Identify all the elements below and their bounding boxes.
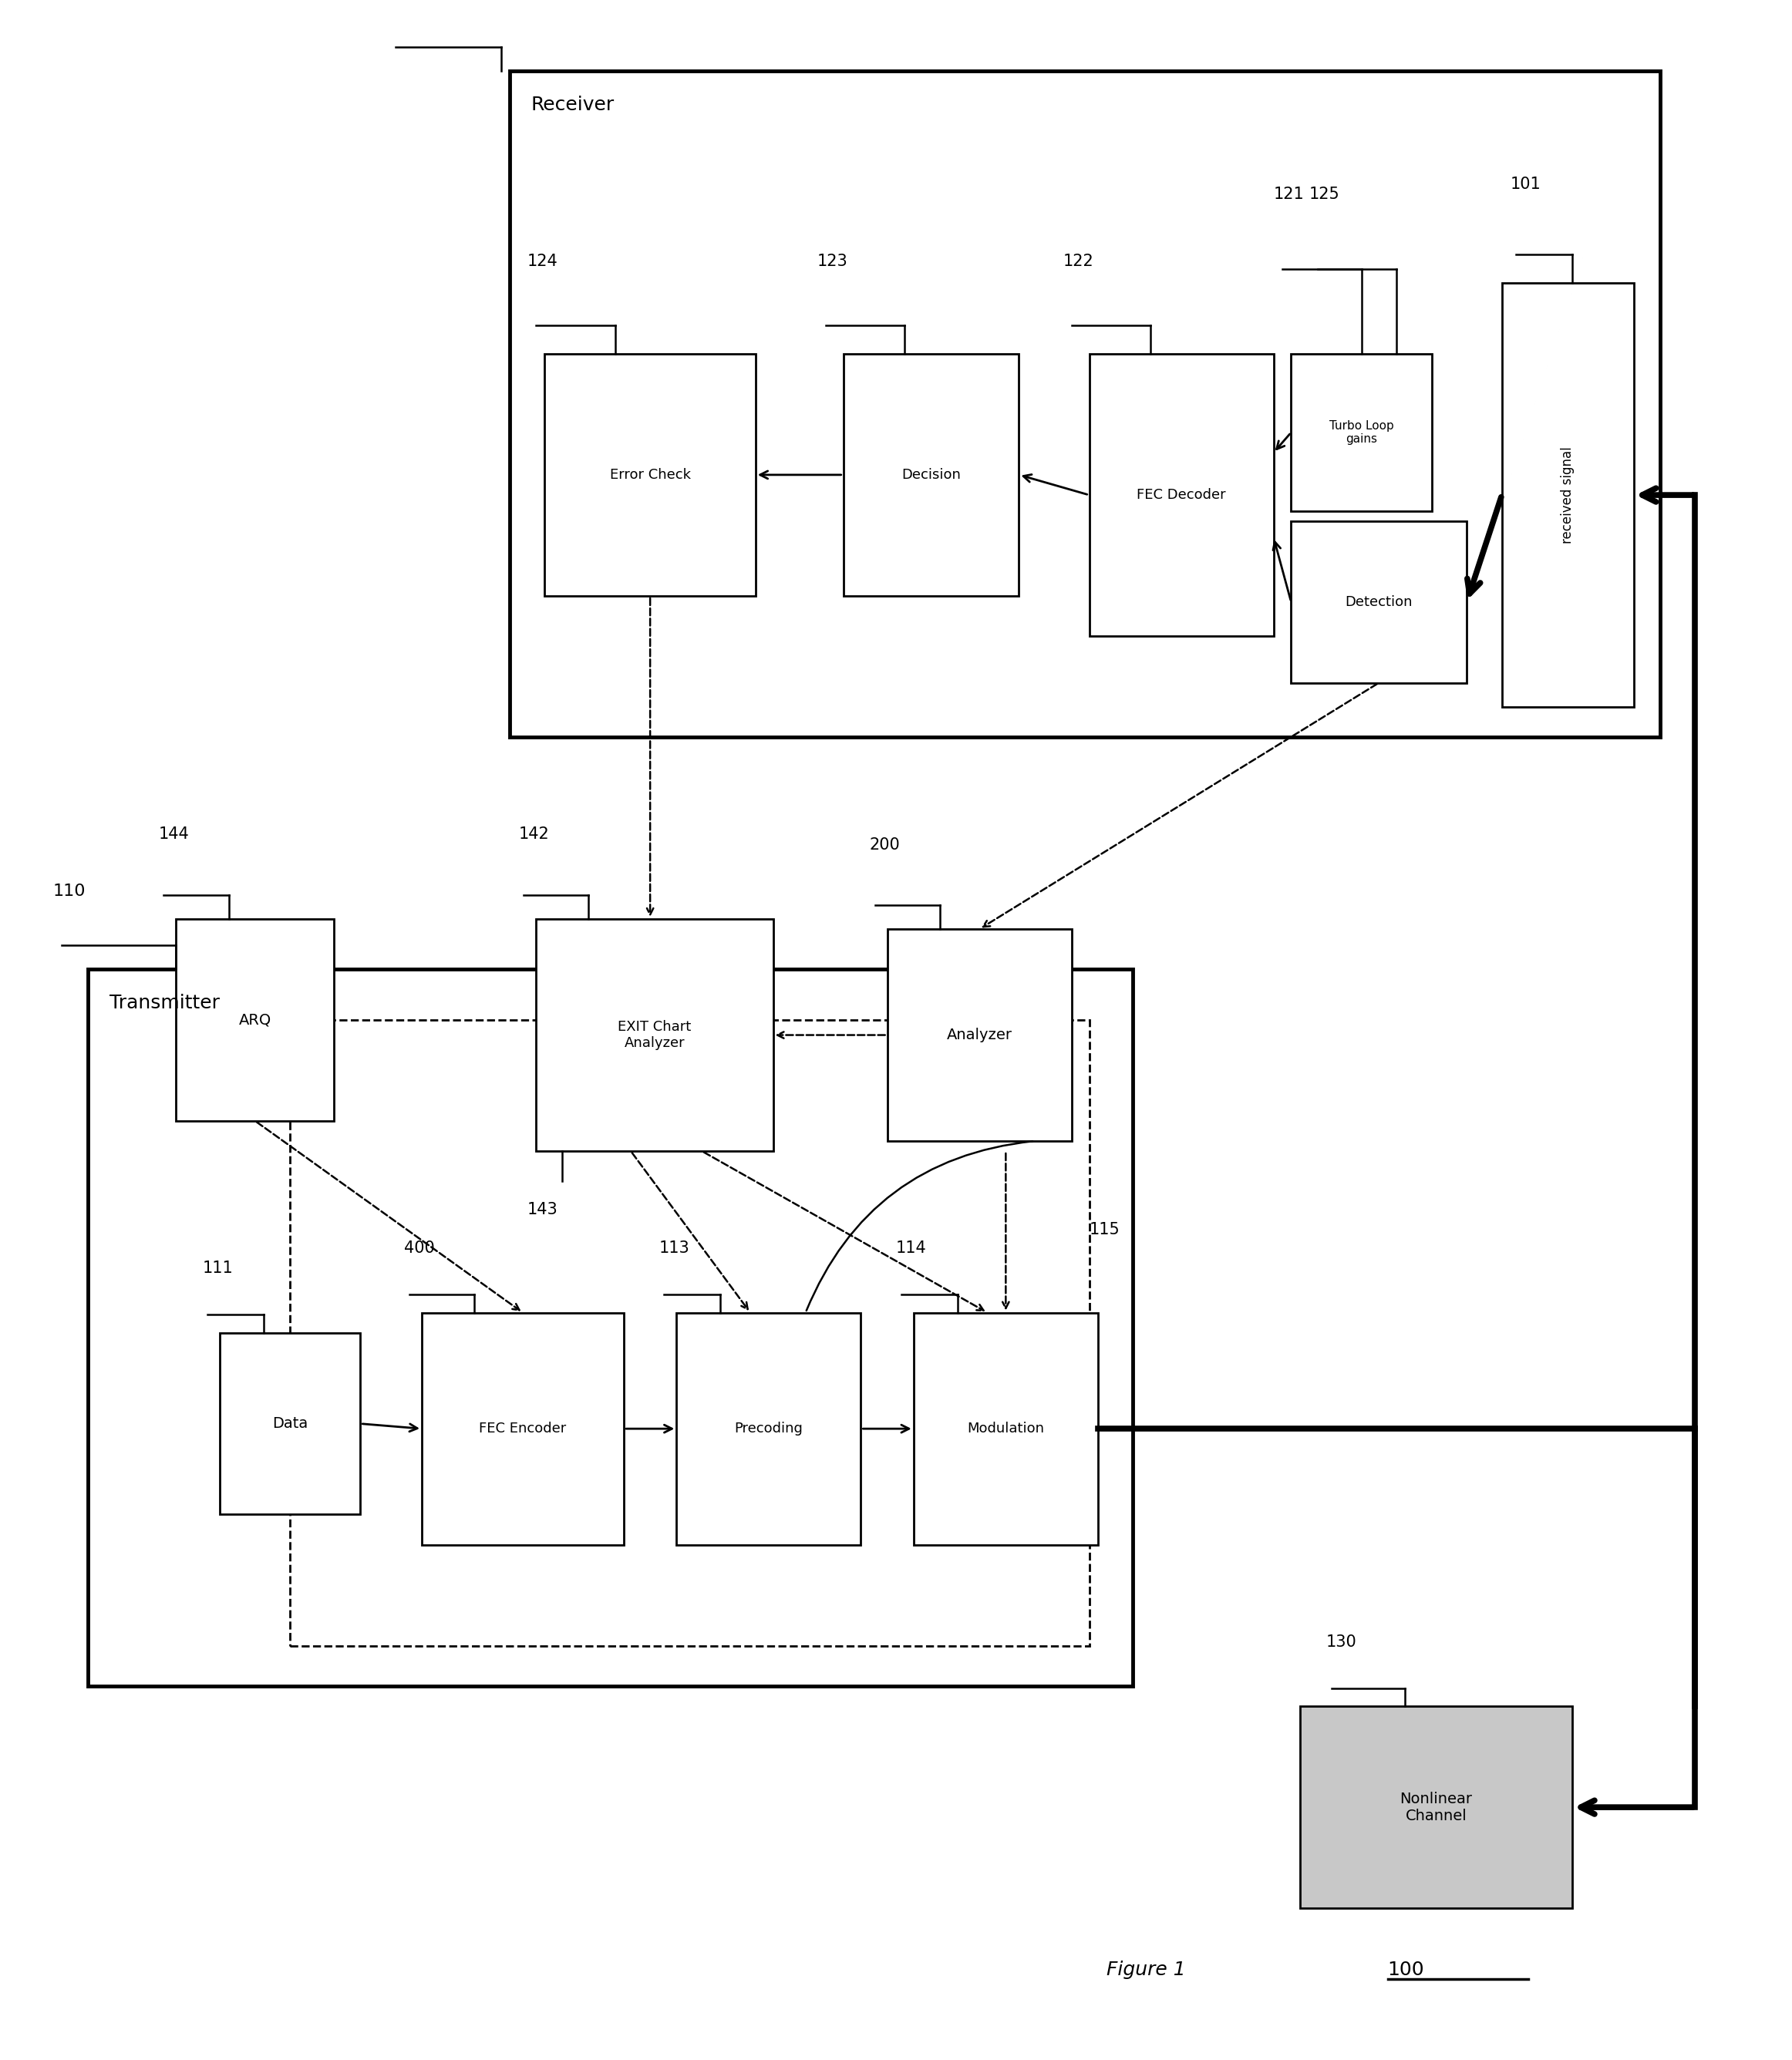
Text: 400: 400 [405, 1240, 435, 1257]
Bar [914, 1312, 1098, 1545]
Bar [290, 1020, 1090, 1646]
Text: FEC Encoder: FEC Encoder [478, 1421, 566, 1436]
Text: 115: 115 [1090, 1222, 1120, 1238]
Text: 142: 142 [518, 826, 548, 843]
Text: 111: 111 [202, 1261, 233, 1277]
Text: 143: 143 [527, 1201, 557, 1217]
Text: EXIT Chart
Analyzer: EXIT Chart Analyzer [618, 1020, 692, 1051]
Bar [1290, 521, 1466, 682]
Text: FEC Decoder: FEC Decoder [1136, 488, 1226, 503]
Text: Data: Data [272, 1417, 308, 1432]
Bar [545, 354, 756, 595]
Bar [1502, 282, 1634, 707]
Text: 124: 124 [527, 253, 557, 270]
Text: Detection: Detection [1346, 595, 1412, 610]
Bar [88, 970, 1133, 1685]
Text: Turbo Loop
gains: Turbo Loop gains [1330, 420, 1394, 445]
Text: 122: 122 [1063, 253, 1093, 270]
Text: 200: 200 [869, 836, 900, 853]
Text: 101: 101 [1511, 177, 1541, 192]
Text: 100: 100 [1387, 1961, 1425, 1980]
Bar [1299, 1706, 1572, 1908]
Bar [220, 1333, 360, 1514]
Bar [176, 919, 333, 1121]
Text: 113: 113 [659, 1240, 690, 1257]
Text: Figure 1: Figure 1 [1107, 1961, 1186, 1980]
Text: ARQ: ARQ [238, 1014, 271, 1028]
Text: Decision: Decision [901, 468, 961, 482]
Text: received signal: received signal [1561, 447, 1575, 544]
Bar [1090, 354, 1274, 637]
Bar [844, 354, 1020, 595]
Text: 123: 123 [817, 253, 848, 270]
Bar [677, 1312, 860, 1545]
Text: Precoding: Precoding [735, 1421, 803, 1436]
Text: Nonlinear
Channel: Nonlinear Channel [1400, 1792, 1473, 1823]
Bar [887, 929, 1072, 1141]
Text: 114: 114 [896, 1240, 926, 1257]
Text: 110: 110 [54, 884, 86, 898]
Text: Error Check: Error Check [609, 468, 690, 482]
Text: 125: 125 [1308, 187, 1339, 202]
Bar [421, 1312, 624, 1545]
Bar [1290, 354, 1432, 511]
Text: 130: 130 [1326, 1634, 1357, 1650]
Text: 121: 121 [1274, 187, 1305, 202]
Text: Modulation: Modulation [968, 1421, 1045, 1436]
Bar [536, 919, 772, 1152]
Bar [509, 70, 1659, 737]
Text: Receiver: Receiver [530, 95, 615, 113]
Text: Analyzer: Analyzer [946, 1028, 1012, 1042]
Text: Transmitter: Transmitter [109, 993, 219, 1011]
Text: 144: 144 [158, 826, 190, 843]
